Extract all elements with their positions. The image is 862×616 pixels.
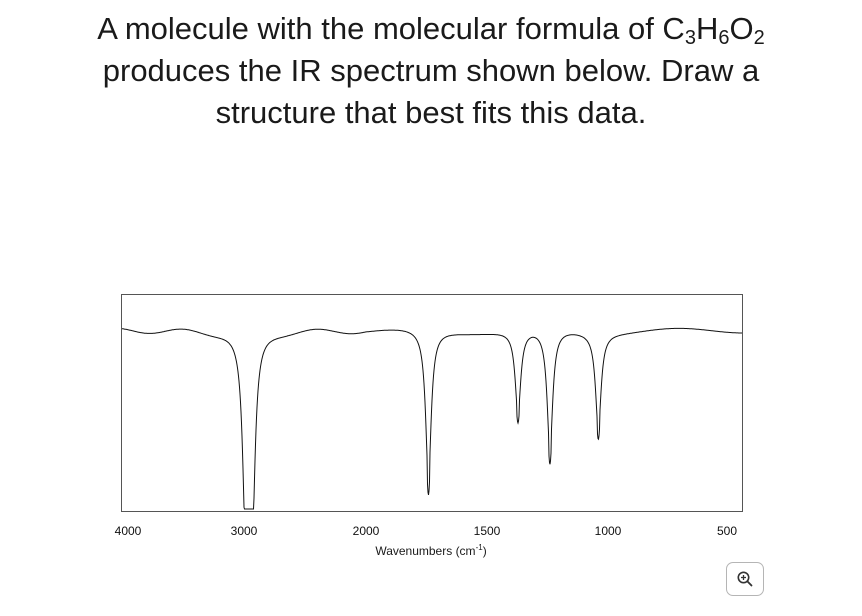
x-tick-label: 2000 [352, 524, 380, 538]
question-line-2: produces the IR spectrum shown below. Dr… [102, 53, 760, 88]
question-line-1: A molecule with the molecular formula of… [97, 11, 765, 49]
x-tick-label: 1000 [594, 524, 622, 538]
spectrum-line [121, 327, 742, 510]
zoom-in-icon [737, 571, 753, 587]
x-axis-label: Wavenumbers (cm-1) [375, 543, 487, 559]
zoom-button[interactable] [726, 562, 764, 596]
x-tick-label: 500 [716, 524, 738, 538]
question-text: A molecule with the molecular formula of… [0, 8, 862, 134]
question-line-3: structure that best fits this data. [215, 95, 647, 130]
x-tick-label: 1500 [473, 524, 501, 538]
x-tick-label: 3000 [230, 524, 258, 538]
ir-spectrum-plot-frame [121, 294, 743, 512]
x-tick-label: 4000 [114, 524, 142, 538]
